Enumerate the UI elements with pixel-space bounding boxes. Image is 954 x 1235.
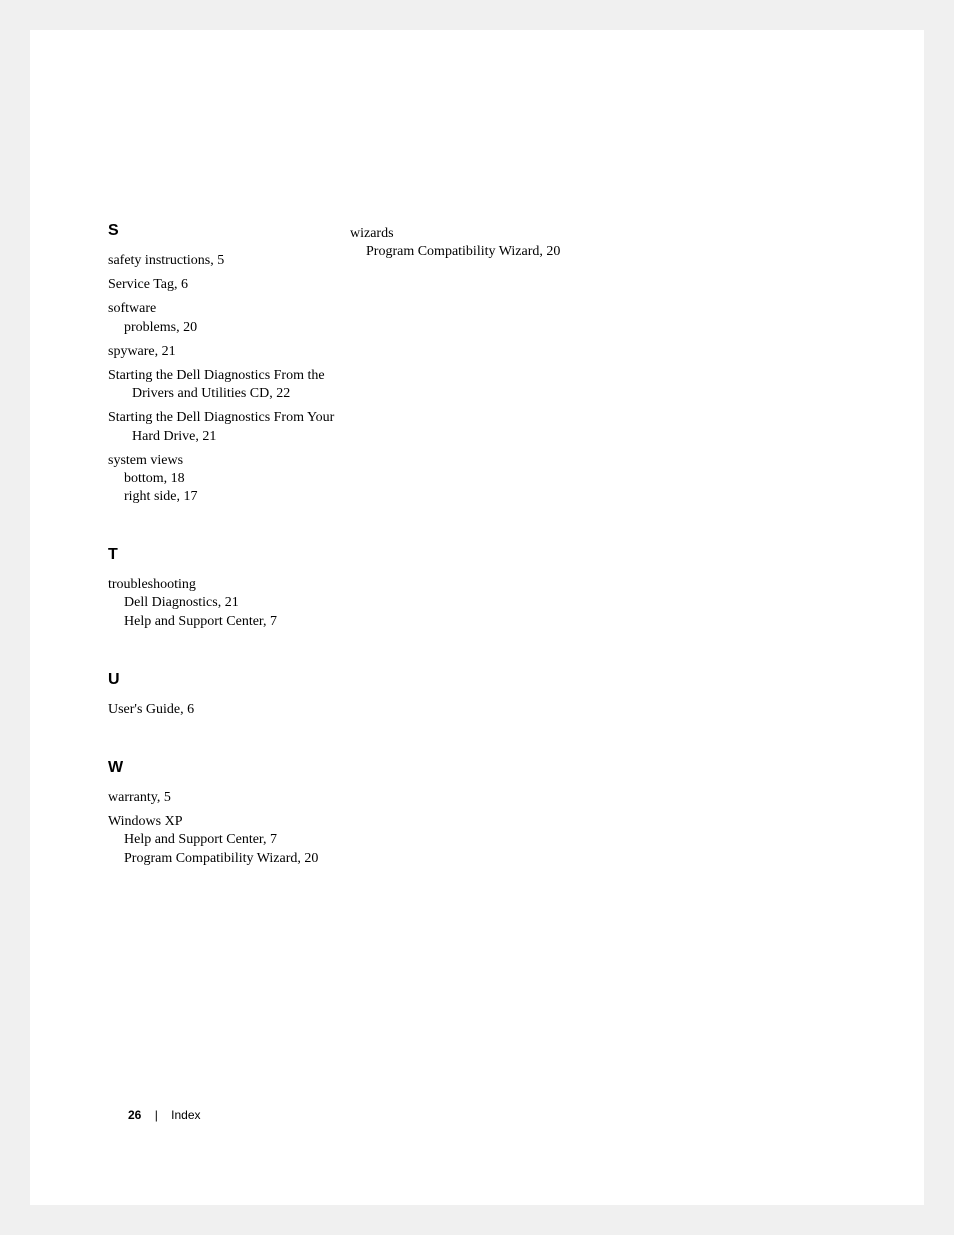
document-page: S safety instructions, 5 Service Tag, 6 … <box>30 30 924 1205</box>
index-entry: Windows XP Help and Support Center, 7 Pr… <box>108 813 350 868</box>
index-entry[interactable]: User's Guide, 6 <box>108 701 350 719</box>
entry-text: Starting the Dell Diagnostics From Your … <box>108 410 334 443</box>
footer-section: Index <box>171 1108 200 1122</box>
sub-entry-text[interactable]: Help and Support Center, 7 <box>108 613 350 631</box>
section-letter-s: S <box>108 222 350 240</box>
entry-text[interactable]: Windows XP <box>108 813 350 831</box>
sub-entry-text[interactable]: problems, 20 <box>108 319 350 337</box>
footer-divider: | <box>155 1108 158 1122</box>
page-number: 26 <box>128 1108 141 1122</box>
sub-entry-text[interactable]: Help and Support Center, 7 <box>108 831 350 849</box>
sub-entry-text[interactable]: bottom, 18 <box>108 470 350 488</box>
column-1: S safety instructions, 5 Service Tag, 6 … <box>108 222 350 874</box>
index-entry[interactable]: spyware, 21 <box>108 343 350 361</box>
section-letter-w: W <box>108 759 350 777</box>
column-2: wizards Program Compatibility Wizard, 20 <box>350 222 592 874</box>
entry-text[interactable]: troubleshooting <box>108 576 350 594</box>
entry-text[interactable]: system views <box>108 452 350 470</box>
section-letter-t: T <box>108 546 350 564</box>
index-columns: S safety instructions, 5 Service Tag, 6 … <box>30 222 924 874</box>
index-entry[interactable]: warranty, 5 <box>108 789 350 807</box>
index-entry: wizards Program Compatibility Wizard, 20 <box>350 225 592 261</box>
entry-text: spyware, 21 <box>108 344 176 359</box>
entry-text: Starting the Dell Diagnostics From the D… <box>108 368 325 401</box>
index-entry: software problems, 20 <box>108 300 350 336</box>
sub-entry-text[interactable]: Dell Diagnostics, 21 <box>108 594 350 612</box>
entry-text: User's Guide, 6 <box>108 702 194 717</box>
index-entry[interactable]: Service Tag, 6 <box>108 276 350 294</box>
sub-entry-text[interactable]: Program Compatibility Wizard, 20 <box>350 243 592 261</box>
index-entry[interactable]: safety instructions, 5 <box>108 252 350 270</box>
entry-text[interactable]: software <box>108 300 350 318</box>
page-footer: 26 | Index <box>128 1108 201 1122</box>
entry-text: warranty, 5 <box>108 790 171 805</box>
index-entry[interactable]: Starting the Dell Diagnostics From the D… <box>108 367 350 403</box>
entry-text: safety instructions, 5 <box>108 253 224 268</box>
index-entry[interactable]: Starting the Dell Diagnostics From Your … <box>108 409 350 445</box>
sub-entry-text[interactable]: right side, 17 <box>108 488 350 506</box>
entry-text: Service Tag, 6 <box>108 277 188 292</box>
sub-entry-text[interactable]: Program Compatibility Wizard, 20 <box>108 850 350 868</box>
entry-text[interactable]: wizards <box>350 225 592 243</box>
index-entry: troubleshooting Dell Diagnostics, 21 Hel… <box>108 576 350 631</box>
index-entry: system views bottom, 18 right side, 17 <box>108 452 350 507</box>
section-letter-u: U <box>108 671 350 689</box>
